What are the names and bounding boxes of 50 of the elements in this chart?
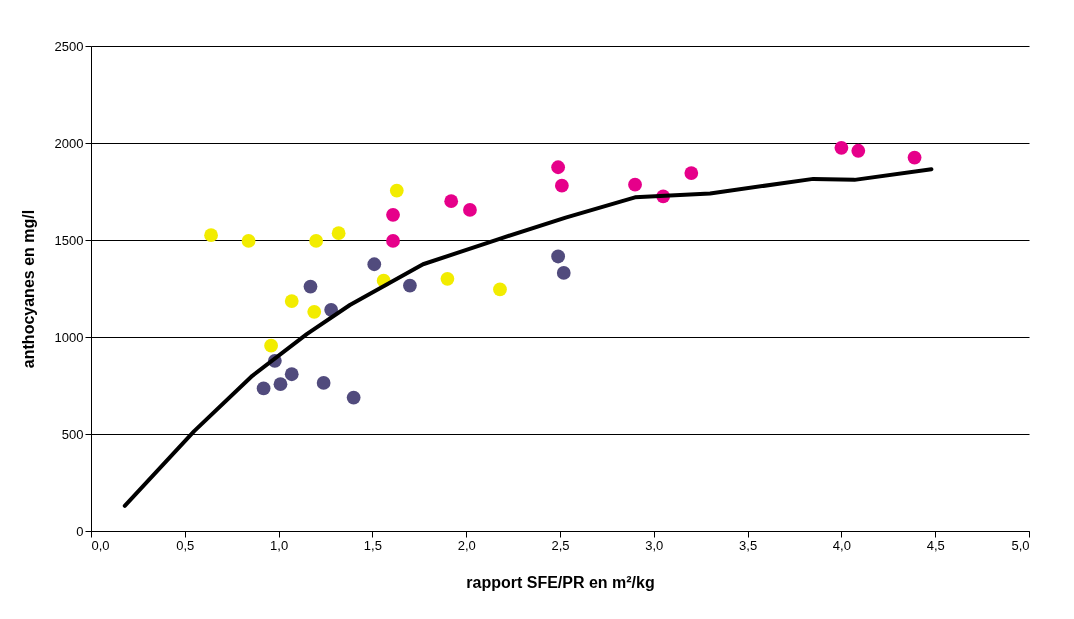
x-tick-label: 5,0 bbox=[1011, 537, 1030, 553]
point bbox=[273, 377, 288, 392]
point bbox=[444, 194, 459, 209]
point bbox=[284, 367, 299, 382]
point bbox=[309, 234, 324, 248]
point bbox=[389, 183, 404, 198]
point bbox=[386, 207, 400, 222]
point bbox=[554, 178, 569, 193]
point bbox=[307, 304, 322, 319]
point bbox=[264, 338, 278, 353]
point bbox=[907, 150, 922, 165]
point bbox=[556, 266, 571, 280]
x-axis-title: rapport SFE/PR en m²/kg bbox=[466, 573, 655, 591]
x-tick-label: 3,5 bbox=[739, 537, 758, 553]
point bbox=[403, 278, 417, 293]
x-tick-label: 3,0 bbox=[645, 537, 664, 553]
x-tick-label: 2,5 bbox=[551, 537, 570, 553]
y-tick-label: 0 bbox=[76, 523, 84, 539]
x-tick-label: 2,0 bbox=[457, 537, 476, 553]
point bbox=[204, 228, 218, 243]
x-tick-label: 4,0 bbox=[832, 537, 851, 553]
point bbox=[346, 390, 361, 405]
y-tick-label: 500 bbox=[61, 426, 84, 442]
x-tick-label: 0,0 bbox=[91, 537, 110, 553]
point bbox=[851, 143, 866, 158]
y-axis-title: anthocyanes en mg/l bbox=[19, 209, 37, 369]
point bbox=[316, 376, 331, 390]
y-tick-label: 1500 bbox=[54, 232, 84, 248]
y-tick-label: 2000 bbox=[54, 135, 84, 151]
point bbox=[303, 279, 318, 294]
point bbox=[551, 249, 566, 264]
x-tick-label: 1,5 bbox=[363, 537, 382, 553]
point bbox=[628, 177, 642, 192]
x-tick-label: 0,5 bbox=[176, 537, 195, 553]
point bbox=[684, 166, 699, 180]
y-tick-label: 1000 bbox=[54, 329, 84, 345]
point bbox=[551, 160, 566, 175]
point bbox=[367, 257, 382, 272]
point bbox=[834, 140, 849, 155]
point bbox=[284, 294, 299, 308]
point bbox=[493, 282, 507, 297]
x-tick-label: 4,5 bbox=[926, 537, 945, 553]
point bbox=[256, 381, 271, 396]
point bbox=[331, 226, 346, 241]
y-tick-label: 2500 bbox=[54, 38, 84, 54]
point bbox=[463, 203, 477, 217]
point bbox=[386, 234, 400, 248]
point bbox=[241, 234, 256, 248]
point bbox=[440, 271, 455, 286]
x-tick-label: 1,0 bbox=[270, 537, 289, 553]
